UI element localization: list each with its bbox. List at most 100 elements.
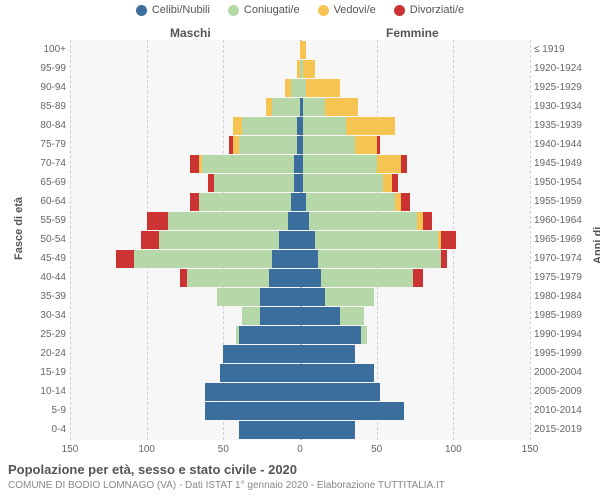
segment	[291, 193, 300, 211]
male-bar	[141, 231, 300, 249]
segment	[187, 269, 270, 287]
age-row	[70, 364, 530, 382]
age-row	[70, 41, 530, 59]
age-row	[70, 383, 530, 401]
segment	[309, 212, 416, 230]
x-tick: 50	[371, 444, 382, 455]
segment	[392, 174, 398, 192]
legend-item: Vedovi/e	[318, 4, 376, 16]
age-tick: 20-24	[22, 349, 66, 359]
pyramid-plot	[70, 40, 530, 440]
segment	[300, 288, 325, 306]
male-bar	[220, 364, 300, 382]
segment	[315, 231, 438, 249]
female-bar	[300, 345, 355, 363]
female-bar	[300, 41, 306, 59]
x-tick: 150	[522, 444, 539, 455]
legend-label: Divorziati/e	[410, 4, 464, 16]
male-bar	[239, 421, 300, 439]
segment	[355, 136, 376, 154]
label-maschi: Maschi	[170, 26, 211, 40]
male-bar	[223, 345, 300, 363]
segment	[300, 364, 374, 382]
segment	[220, 364, 300, 382]
segment	[377, 136, 380, 154]
segment	[214, 174, 294, 192]
age-tick: 10-14	[22, 387, 66, 397]
female-bar	[300, 98, 358, 116]
female-bar	[300, 174, 398, 192]
segment	[190, 193, 199, 211]
age-row	[70, 193, 530, 211]
segment	[223, 345, 300, 363]
year-tick: 2005-2009	[534, 387, 594, 397]
x-tick: 100	[138, 444, 155, 455]
male-bar	[147, 212, 300, 230]
segment	[303, 60, 315, 78]
legend-swatch	[318, 5, 329, 16]
age-tick: 60-64	[22, 197, 66, 207]
legend-label: Coniugati/e	[244, 4, 300, 16]
segment	[300, 402, 404, 420]
age-tick: 75-79	[22, 140, 66, 150]
year-tick: 1965-1969	[534, 235, 594, 245]
age-tick: 30-34	[22, 311, 66, 321]
male-bar	[229, 136, 300, 154]
legend: Celibi/Nubili Coniugati/e Vedovi/e Divorzia…	[0, 4, 600, 16]
segment	[340, 307, 365, 325]
segment	[300, 250, 318, 268]
segment	[401, 193, 410, 211]
x-tick: 0	[297, 444, 303, 455]
year-tick: 2015-2019	[534, 425, 594, 435]
male-bar	[180, 269, 300, 287]
age-row	[70, 212, 530, 230]
age-row	[70, 174, 530, 192]
age-row	[70, 231, 530, 249]
age-tick: 55-59	[22, 216, 66, 226]
segment	[383, 174, 392, 192]
female-bar	[300, 402, 404, 420]
female-bar	[300, 212, 432, 230]
segment	[321, 269, 413, 287]
segment	[242, 117, 297, 135]
age-row	[70, 269, 530, 287]
age-row	[70, 117, 530, 135]
x-tick: 50	[218, 444, 229, 455]
year-tick: 1975-1979	[534, 273, 594, 283]
chart-title: Popolazione per età, sesso e stato civil…	[8, 462, 297, 477]
segment	[291, 79, 300, 97]
age-row	[70, 307, 530, 325]
segment	[288, 212, 300, 230]
age-tick: 90-94	[22, 83, 66, 93]
female-bar	[300, 231, 456, 249]
legend-item: Divorziati/e	[394, 4, 464, 16]
segment	[205, 402, 300, 420]
segment	[134, 250, 272, 268]
year-tick: 1950-1954	[534, 178, 594, 188]
male-bar	[208, 174, 300, 192]
age-row	[70, 136, 530, 154]
male-bar	[285, 79, 300, 97]
segment	[346, 117, 395, 135]
male-bar	[116, 250, 300, 268]
year-tick: 2000-2004	[534, 368, 594, 378]
x-tick: 150	[62, 444, 79, 455]
segment	[272, 250, 300, 268]
segment	[300, 231, 315, 249]
age-row	[70, 421, 530, 439]
segment	[190, 155, 199, 173]
segment	[318, 250, 441, 268]
year-tick: 1955-1959	[534, 197, 594, 207]
legend-item: Celibi/Nubili	[136, 4, 210, 16]
segment	[202, 155, 294, 173]
segment	[423, 212, 432, 230]
segment	[233, 117, 242, 135]
age-tick: 25-29	[22, 330, 66, 340]
male-bar	[217, 288, 300, 306]
segment	[260, 307, 300, 325]
year-tick: 2010-2014	[534, 406, 594, 416]
segment	[279, 231, 300, 249]
year-tick: 1935-1939	[534, 121, 594, 131]
year-tick: 1920-1924	[534, 64, 594, 74]
segment	[116, 250, 134, 268]
